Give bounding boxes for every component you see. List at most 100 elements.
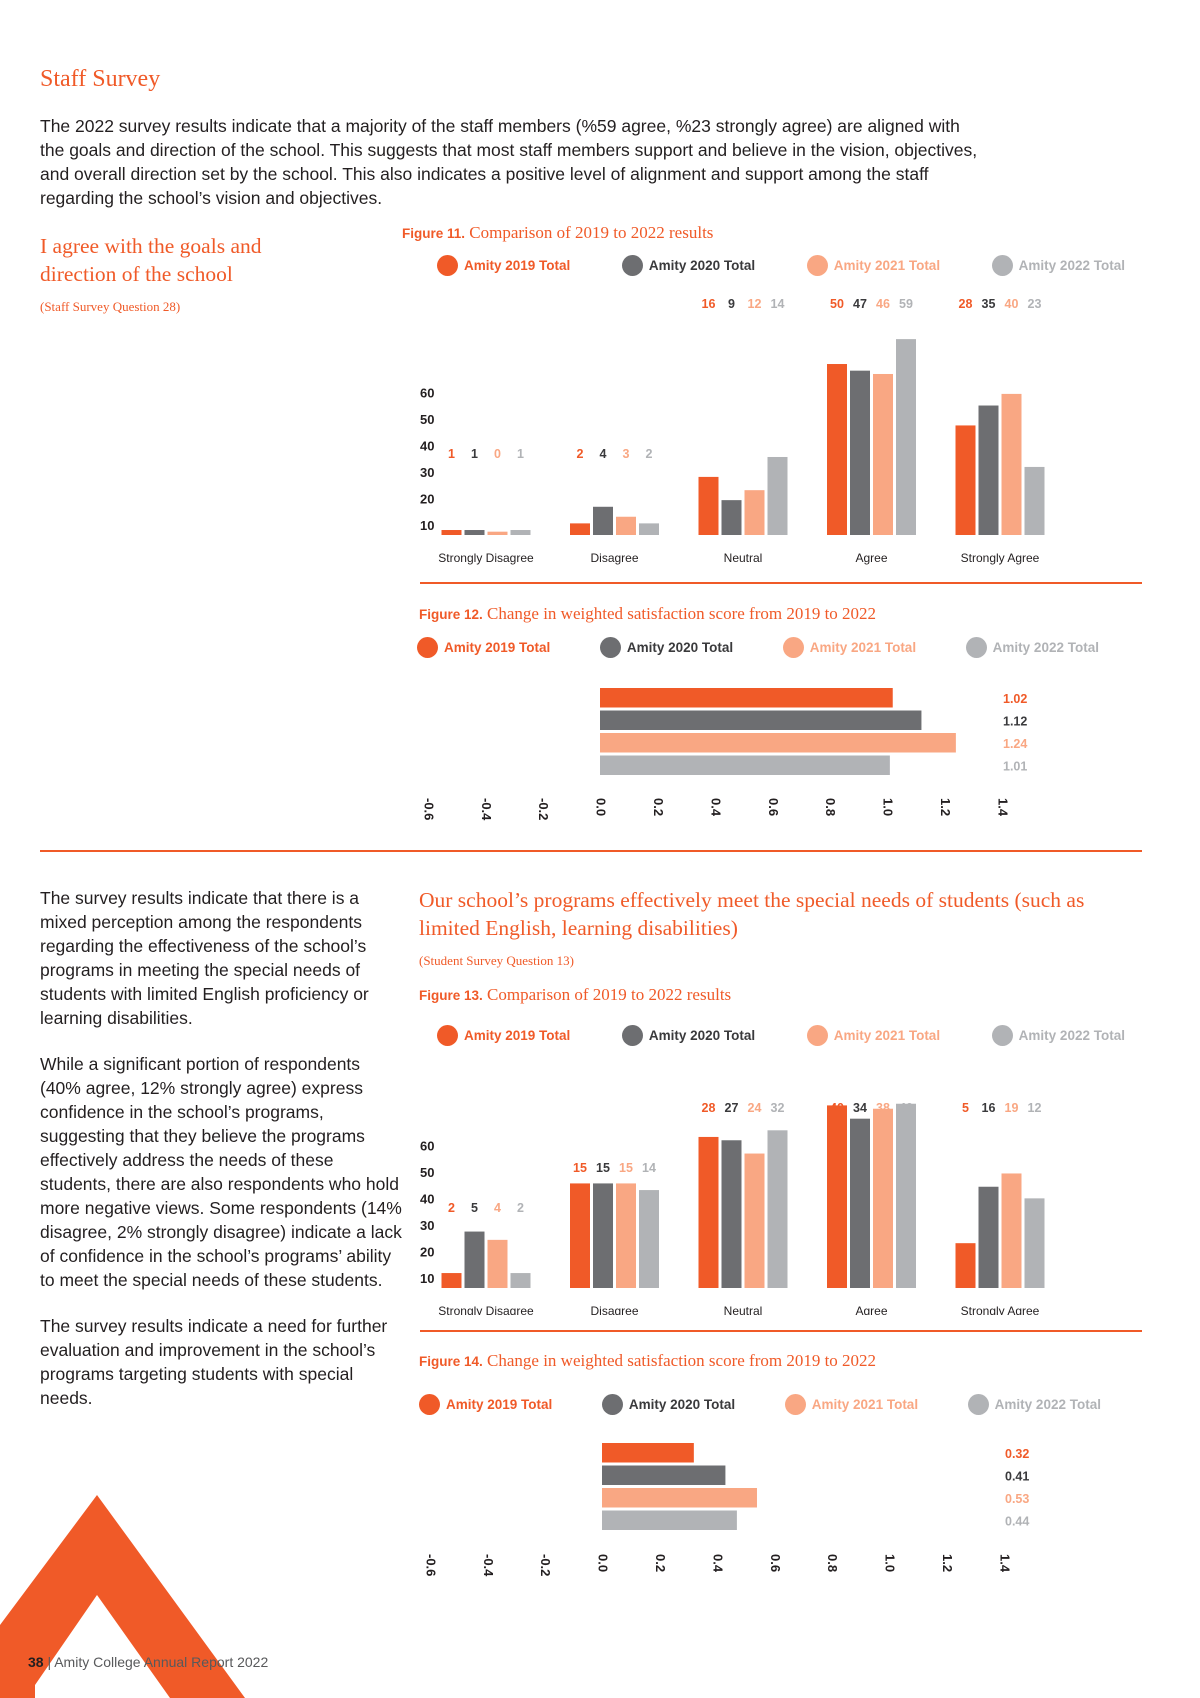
data-label: 4 (494, 1201, 501, 1215)
x-tick-label: 1.0 (883, 1554, 898, 1572)
x-tick-label: -0.4 (479, 798, 494, 821)
question-1-subtitle: (Staff Survey Question 28) (40, 299, 181, 314)
bar-strongly-disagree (510, 530, 531, 535)
bar-neutral (721, 500, 742, 535)
data-label: 38 (876, 1101, 890, 1115)
legend-swatch (991, 255, 1013, 276)
score-value: 0.44 (1005, 1515, 1029, 1529)
bar-neutral (767, 456, 788, 535)
figure-13-label: Figure 13. (419, 988, 483, 1003)
section-divider (40, 850, 1142, 852)
data-label: 23 (1028, 297, 1042, 311)
intro-paragraph: The 2022 survey results indicate that a … (40, 116, 978, 208)
score-bar (600, 755, 890, 775)
legend-item: Amity 2021 Total (806, 1025, 940, 1046)
bar-agree (850, 1118, 870, 1288)
legend-item: Amity 2019 Total (437, 255, 570, 276)
bar-disagree (639, 1190, 659, 1288)
figure-11-title: Figure 11. Comparison of 2019 to 2022 re… (402, 223, 713, 243)
figure-14-legend: Amity 2019 Total Amity 2020 Total Amity 20… (419, 1394, 1101, 1415)
x-tick-label: -0.2 (536, 798, 551, 820)
legend-swatch (621, 1025, 643, 1046)
bar-neutral (698, 1136, 719, 1288)
bar-strongly-disagree (441, 530, 462, 535)
figure-11-legend: Amity 2019 Total Amity 2020 Total Amity 20… (437, 255, 1125, 276)
x-tick-label: -0.6 (423, 1554, 438, 1576)
bar-strongly-agree (1001, 393, 1022, 535)
data-label: 40 (830, 1101, 844, 1115)
y-tick-label: 50 (420, 1165, 434, 1180)
category-label: Disagree (590, 1304, 638, 1315)
page-number: 38 (28, 1654, 44, 1670)
bar-strongly-disagree (464, 530, 485, 535)
figure-14-label: Figure 14. (419, 1354, 483, 1369)
y-tick-label: 50 (420, 412, 434, 427)
page-footer: 38 | Amity College Annual Report 2022 (28, 1654, 268, 1670)
bar-neutral (698, 476, 719, 535)
question-2-title: Our school’s programs effectively meet t… (419, 888, 1085, 940)
bar-strongly-disagree (510, 1273, 531, 1288)
data-label: 19 (1005, 1101, 1019, 1115)
y-tick-label: 60 (420, 386, 434, 401)
score-bar (600, 710, 922, 730)
x-tick-label: 0.0 (594, 798, 609, 816)
legend-swatch (784, 1394, 806, 1415)
x-tick-label: 0.2 (651, 798, 666, 816)
x-tick-label: 0.0 (596, 1554, 611, 1572)
bar-strongly-agree (955, 1243, 976, 1288)
bar-agree (873, 1108, 893, 1288)
legend-item: Amity 2020 Total (599, 637, 733, 658)
data-label: 15 (596, 1161, 610, 1175)
x-tick-label: 1.0 (881, 798, 896, 816)
y-tick-label: 10 (420, 518, 434, 533)
bar-strongly-disagree (487, 1239, 508, 1288)
legend-item: Amity 2022 Total (991, 255, 1125, 276)
score-value: 1.12 (1003, 715, 1027, 729)
data-label: 2 (646, 447, 653, 461)
x-tick-label: 0.4 (710, 1554, 725, 1573)
data-label: 9 (728, 297, 735, 311)
figure-14-title: Figure 14. Change in weighted satisfacti… (419, 1351, 876, 1371)
y-tick-label: 30 (420, 1218, 434, 1233)
figure-11-caption: Comparison of 2019 to 2022 results (469, 223, 714, 242)
data-label: 46 (876, 297, 890, 311)
bar-neutral (721, 1140, 742, 1288)
figure-12-title: Figure 12. Change in weighted satisfacti… (419, 604, 876, 624)
legend-label: Amity 2022 Total (1018, 1028, 1125, 1043)
data-label: 24 (748, 1101, 762, 1115)
y-tick-label: 30 (420, 465, 434, 480)
legend-item: Amity 2022 Total (965, 637, 1099, 658)
side-paragraph-1: The survey results indicate that there i… (40, 888, 369, 1028)
data-label: 1 (517, 447, 524, 461)
figure-13-divider (420, 1330, 1142, 1332)
bar-disagree (616, 1183, 636, 1288)
side-paragraph-3: The survey results indicate a need for f… (40, 1316, 388, 1408)
x-tick-label: 0.2 (653, 1554, 668, 1572)
data-label: 16 (702, 297, 716, 311)
bar-strongly-disagree (464, 1231, 485, 1288)
legend-swatch (806, 1025, 828, 1046)
x-tick-label: -0.4 (481, 1554, 496, 1577)
score-bar (600, 733, 956, 753)
category-label: Strongly Disagree (438, 1304, 534, 1315)
score-value: 0.41 (1005, 1470, 1029, 1484)
data-label: 15 (619, 1161, 633, 1175)
data-label: 2 (577, 447, 584, 461)
legend-label: Amity 2020 Total (648, 258, 756, 273)
bar-strongly-agree (978, 1186, 999, 1288)
footer-text: | Amity College Annual Report 2022 (43, 1654, 269, 1670)
data-label: 40 (1005, 297, 1019, 311)
data-label: 1 (471, 447, 478, 461)
figure-14-caption: Change in weighted satisfaction score fr… (487, 1351, 877, 1370)
x-tick-label: -0.2 (538, 1554, 553, 1576)
bar-strongly-agree (955, 425, 976, 535)
score-value: 0.53 (1005, 1492, 1029, 1506)
side-commentary: The survey results indicate that there i… (40, 886, 405, 1432)
y-tick-label: 40 (420, 1192, 434, 1207)
legend-item: Amity 2021 Total (806, 255, 940, 276)
y-tick-label: 60 (420, 1139, 434, 1154)
question-2-subtitle: (Student Survey Question 13) (419, 953, 574, 968)
x-tick-label: 0.8 (825, 1554, 840, 1572)
figure-13-chart: 10 20 30 40 50 60 2 5 4 2 Strongly Disagree 15 15 15 1… (420, 1101, 1045, 1315)
legend-item: Amity 2022 Total (967, 1394, 1101, 1415)
